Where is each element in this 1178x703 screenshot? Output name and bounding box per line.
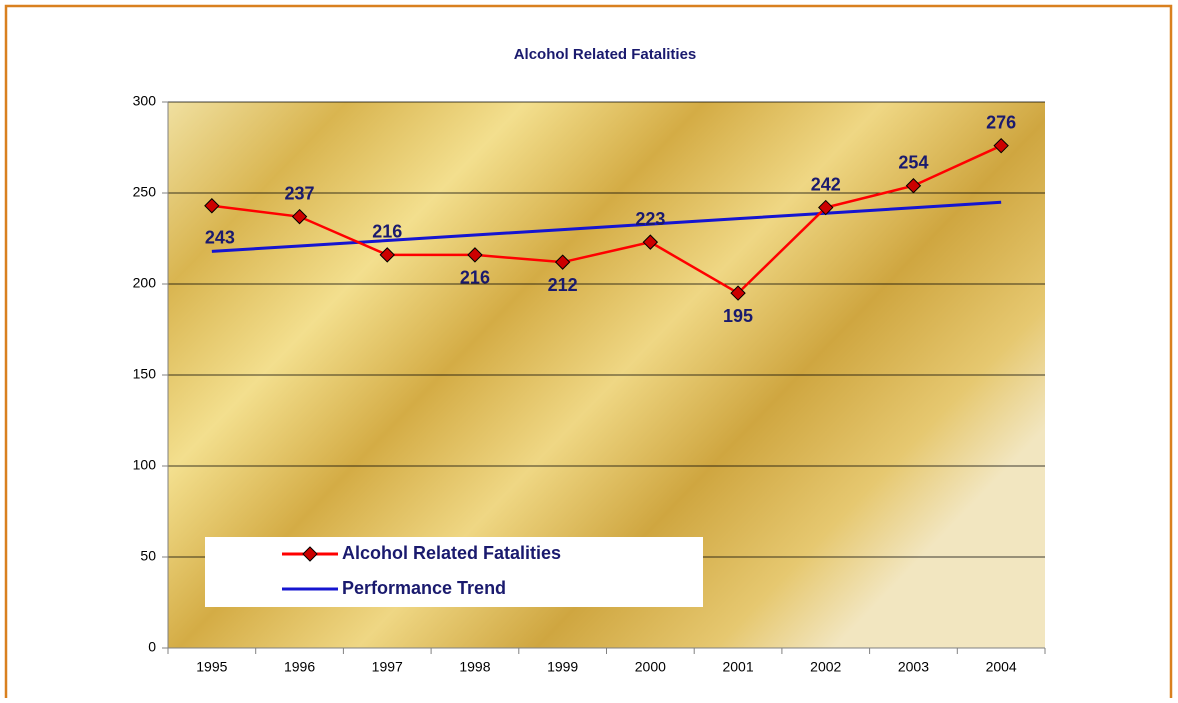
x-tick-label: 1997 (372, 659, 403, 675)
trend-line (211, 200, 1002, 253)
data-label: 276 (986, 112, 1016, 132)
data-label: 216 (372, 222, 402, 242)
legend-box (205, 537, 703, 607)
marker (905, 178, 922, 194)
y-tick-label: 150 (133, 366, 157, 382)
plot-layer: 0 50 100 150 200 250 300 1995 1996 1997 1998 1999 20… (133, 93, 1046, 675)
x-tick-label: 2002 (810, 659, 841, 675)
series-line (211, 144, 1002, 295)
marker (730, 285, 746, 301)
marker (379, 247, 395, 263)
x-tick-label: 1999 (547, 659, 578, 675)
y-tick-label: 200 (133, 275, 157, 291)
x-tick-label: 2003 (898, 659, 929, 675)
data-label: 243 (205, 227, 235, 247)
x-tick-label: 2001 (722, 659, 753, 675)
data-label: 195 (723, 306, 753, 326)
data-label: 242 (811, 174, 841, 194)
chart-title: Alcohol Related Fatalities (514, 46, 697, 63)
marker (642, 234, 659, 250)
data-label: 254 (898, 152, 928, 172)
x-tick-label: 2000 (635, 659, 666, 675)
legend-marker (302, 546, 318, 562)
legend-label: Alcohol Related Fatalities (342, 543, 561, 563)
y-tick-label: 250 (133, 184, 157, 200)
legend-label: Performance Trend (342, 578, 506, 598)
marker (818, 199, 834, 216)
y-tick-label: 100 (133, 457, 157, 473)
marker (467, 247, 483, 263)
data-label: 216 (460, 268, 490, 288)
marker (554, 254, 571, 270)
marker (993, 137, 1009, 154)
x-tick-label: 1998 (459, 659, 490, 675)
x-tick-label: 1996 (284, 659, 315, 675)
data-label: 212 (548, 275, 578, 295)
y-tick-label: 50 (140, 548, 156, 564)
y-tick-label: 0 (148, 639, 156, 655)
data-label: 223 (635, 209, 665, 229)
x-tick-label: 2004 (986, 659, 1017, 675)
marker (291, 208, 308, 225)
y-tick-label: 300 (133, 93, 157, 109)
x-tick-label: 1995 (196, 659, 227, 675)
marker (204, 198, 220, 214)
data-label: 237 (285, 183, 315, 203)
